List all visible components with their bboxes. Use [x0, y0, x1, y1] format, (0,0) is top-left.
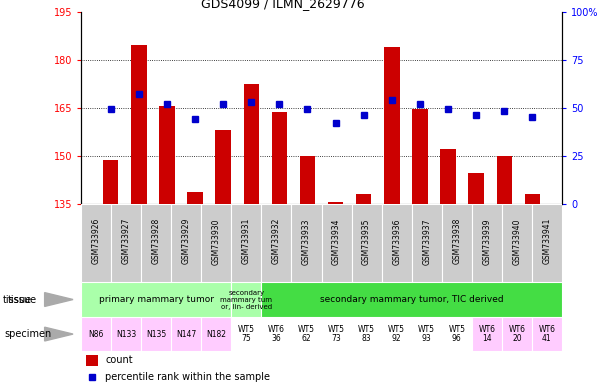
Bar: [352, 317, 382, 351]
Bar: [81, 204, 111, 282]
Text: GSM733939: GSM733939: [483, 218, 491, 265]
Text: GSM733926: GSM733926: [92, 218, 100, 265]
Text: WT6
20: WT6 20: [508, 325, 525, 343]
Text: specimen: specimen: [4, 329, 51, 339]
Text: GSM733932: GSM733932: [272, 218, 281, 265]
Text: WT6
41: WT6 41: [538, 325, 555, 343]
Bar: [384, 47, 400, 204]
Bar: [412, 317, 442, 351]
Bar: [382, 317, 412, 351]
Text: tissue: tissue: [3, 295, 32, 305]
Text: GSM733929: GSM733929: [182, 218, 191, 265]
Bar: [131, 45, 147, 204]
Bar: [111, 204, 141, 282]
Bar: [243, 84, 259, 204]
Bar: [111, 317, 141, 351]
Bar: [525, 194, 540, 204]
Text: GSM733940: GSM733940: [513, 218, 521, 265]
Bar: [201, 317, 231, 351]
Text: secondary
mammary tum
or, lin- derived: secondary mammary tum or, lin- derived: [221, 290, 272, 310]
Bar: [468, 173, 484, 204]
Bar: [382, 204, 412, 282]
Bar: [81, 317, 111, 351]
Text: GSM733928: GSM733928: [152, 218, 160, 265]
Text: WT5
83: WT5 83: [358, 325, 375, 343]
Text: primary mammary tumor: primary mammary tumor: [99, 295, 214, 304]
Text: GSM733931: GSM733931: [242, 218, 251, 265]
Text: GSM733927: GSM733927: [122, 218, 130, 265]
Bar: [231, 317, 261, 351]
Text: WT5
62: WT5 62: [298, 325, 315, 343]
Text: WT6
14: WT6 14: [478, 325, 495, 343]
Bar: [141, 317, 171, 351]
Text: percentile rank within the sample: percentile rank within the sample: [105, 372, 270, 382]
Bar: [171, 204, 201, 282]
Text: secondary mammary tumor, TIC derived: secondary mammary tumor, TIC derived: [320, 295, 504, 304]
Bar: [532, 317, 562, 351]
Text: N182: N182: [206, 329, 227, 339]
Bar: [188, 192, 203, 204]
Bar: [412, 109, 428, 204]
Bar: [201, 204, 231, 282]
Bar: [442, 317, 472, 351]
Text: WT5
93: WT5 93: [418, 325, 435, 343]
Bar: [472, 204, 502, 282]
Bar: [103, 161, 118, 204]
Bar: [291, 317, 322, 351]
Text: WT5
92: WT5 92: [388, 325, 405, 343]
Text: GSM733934: GSM733934: [332, 218, 341, 265]
Text: GSM733938: GSM733938: [453, 218, 461, 265]
Text: WT6
36: WT6 36: [268, 325, 285, 343]
Bar: [261, 282, 562, 317]
Text: WT5
96: WT5 96: [448, 325, 465, 343]
Bar: [502, 204, 532, 282]
Text: N135: N135: [146, 329, 166, 339]
Polygon shape: [44, 327, 73, 341]
Bar: [261, 204, 291, 282]
Text: GSM733937: GSM733937: [423, 218, 431, 265]
Bar: [502, 317, 532, 351]
Bar: [272, 112, 287, 204]
Text: GSM733935: GSM733935: [362, 218, 371, 265]
Text: GSM733933: GSM733933: [302, 218, 311, 265]
Text: WT5
75: WT5 75: [238, 325, 255, 343]
Bar: [496, 156, 512, 204]
Bar: [322, 317, 352, 351]
Bar: [412, 204, 442, 282]
Text: count: count: [105, 355, 133, 365]
Text: GSM733936: GSM733936: [392, 218, 401, 265]
Text: N86: N86: [88, 329, 104, 339]
Bar: [441, 149, 456, 204]
Bar: [141, 204, 171, 282]
Bar: [231, 204, 261, 282]
Text: tissue: tissue: [8, 295, 37, 305]
Text: WT5
73: WT5 73: [328, 325, 345, 343]
Bar: [86, 355, 98, 366]
Polygon shape: [44, 293, 73, 306]
Bar: [159, 106, 175, 204]
Bar: [300, 156, 315, 204]
Bar: [532, 204, 562, 282]
Text: N147: N147: [176, 329, 197, 339]
Title: GDS4099 / ILMN_2629776: GDS4099 / ILMN_2629776: [201, 0, 365, 10]
Bar: [352, 204, 382, 282]
Text: GSM733930: GSM733930: [212, 218, 221, 265]
Bar: [472, 317, 502, 351]
Bar: [215, 130, 231, 204]
Bar: [442, 204, 472, 282]
Bar: [356, 194, 371, 204]
Bar: [231, 282, 261, 317]
Bar: [171, 317, 201, 351]
Bar: [81, 282, 231, 317]
Bar: [322, 204, 352, 282]
Text: N133: N133: [116, 329, 136, 339]
Bar: [328, 202, 343, 204]
Bar: [261, 317, 291, 351]
Text: GSM733941: GSM733941: [543, 218, 551, 265]
Bar: [291, 204, 322, 282]
